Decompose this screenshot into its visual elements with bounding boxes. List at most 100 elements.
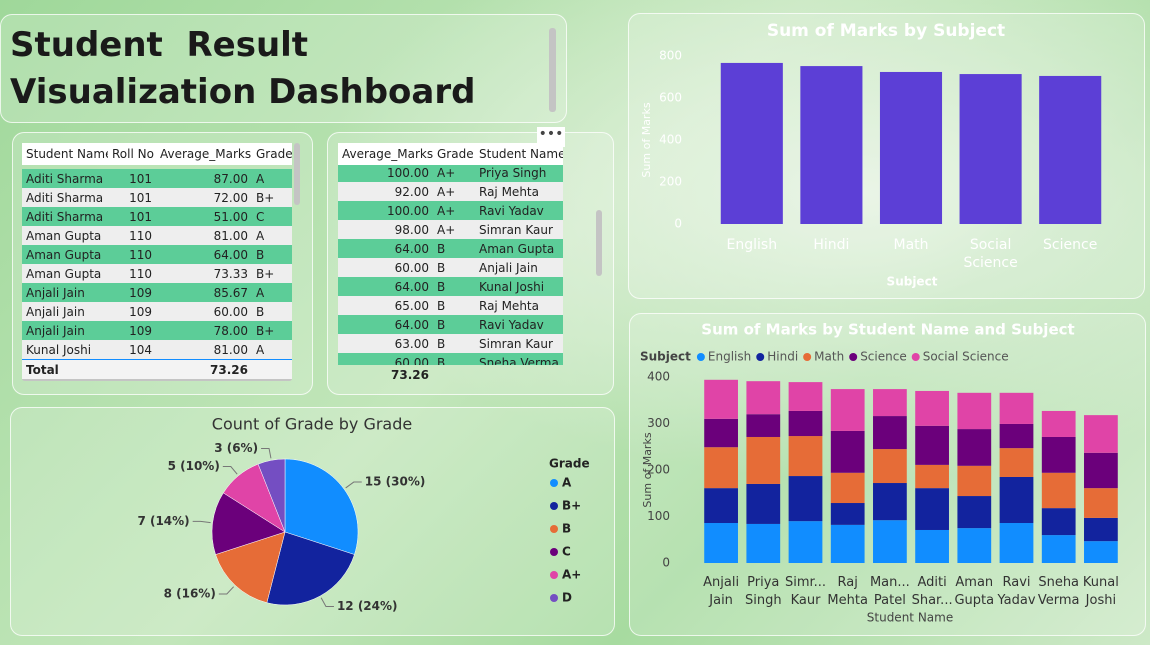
legend-label: English: [708, 350, 751, 364]
table-cell: B+: [256, 190, 275, 205]
table-row: Aman Gupta 110 64.00 B: [22, 245, 292, 264]
legend-title: Subject: [640, 350, 691, 364]
pie-slice: [215, 531, 286, 604]
bar: [800, 66, 863, 224]
bar: [1039, 75, 1102, 224]
title-line: Visualization Dashboard: [10, 72, 476, 112]
table-cell: Anjali Jain: [26, 304, 85, 319]
table-cell: Sneha Verma: [479, 355, 559, 366]
table-cell: 63.00: [394, 336, 429, 351]
scrollbar[interactable]: [549, 28, 556, 112]
table-cell: 81.00: [213, 342, 248, 357]
legend-title: Grade: [549, 457, 590, 471]
table-row: 65.00 B Raj Mehta: [338, 296, 563, 315]
legend-label: A: [562, 476, 572, 490]
table: Average_Marks2 Grade Student Name: [338, 143, 563, 165]
data-label: 15 (30%): [365, 475, 426, 489]
table-cell: 65.00: [394, 298, 429, 313]
legend-marker: [550, 548, 558, 556]
legend-marker: [550, 525, 558, 533]
x-tick-label: Math: [893, 237, 929, 253]
bar-segment: [915, 425, 949, 465]
x-tick-label: Aditi Shar...: [911, 575, 953, 608]
legend-marker: [756, 353, 765, 361]
legend-marker: [803, 353, 812, 361]
table-cell: Raj Mehta: [479, 298, 539, 313]
bar-segment: [830, 503, 865, 525]
table-cell: 98.00: [394, 222, 429, 237]
table-row: Anjali Jain 109 60.00 B: [22, 302, 292, 321]
table-cell: Aman Gupta: [26, 266, 102, 281]
table-header: Student Name Roll No Average_Marks2 Grade: [22, 143, 292, 165]
bar-segment: [1041, 508, 1076, 536]
table-cell: 60.00: [394, 260, 429, 275]
chart-title: Sum of Marks by Subject: [767, 21, 1005, 41]
bar-segment: [746, 483, 781, 524]
legend-label: C: [562, 545, 571, 559]
table-cell: Aman Gupta: [26, 247, 102, 262]
table-row: 60.00 B Sneha Verma: [338, 353, 563, 365]
table-cell: Kunal Joshi: [26, 342, 92, 357]
table-cell: Aditi Sharma: [26, 171, 104, 186]
table-cell: B+: [256, 266, 275, 281]
table-cell: 101: [129, 209, 152, 224]
y-tick-label: 300: [647, 416, 670, 430]
bar-segment: [999, 392, 1034, 424]
table: Student Name Roll No Average_Marks2 Grade: [22, 143, 292, 165]
bar-segment: [704, 418, 738, 448]
table-cell: 110: [129, 266, 152, 281]
scrollbar[interactable]: [596, 210, 602, 276]
table-row: 100.00 A+ Priya Singh: [338, 165, 563, 182]
total-cell: 73.26: [210, 362, 248, 377]
table-cell: Kunal Joshi: [479, 279, 545, 294]
bar-segment: [957, 429, 992, 466]
y-axis-label: Sum of Marks: [640, 102, 653, 177]
y-tick-label: 0: [674, 217, 682, 231]
table-cell: Anjali Jain: [26, 285, 85, 300]
table-rows: 100.00 A+ Priya Singh 92.00 A+ Raj Mehta 100.0…: [338, 165, 563, 365]
table-cell: B+: [256, 323, 275, 338]
table-row: Kunal Joshi 104 81.00 A: [22, 340, 292, 359]
table-row: 64.00 B Aman Gupta: [338, 239, 563, 258]
bar-segment: [957, 528, 992, 563]
title-panel: [0, 14, 567, 123]
table-cell: Aditi Sharma: [26, 190, 104, 205]
table-row: 92.00 A+ Raj Mehta: [338, 182, 563, 201]
table-cell: 109: [129, 323, 152, 338]
bar-segment: [999, 448, 1034, 477]
table-cell: 100.00: [387, 203, 429, 218]
legend-label: Hindi: [767, 350, 798, 364]
data-label: 8 (16%): [164, 586, 216, 600]
bar-segment: [788, 410, 823, 437]
bar-segment: [915, 390, 949, 426]
data-label: 12 (24%): [337, 599, 398, 613]
bar-segment: [957, 496, 992, 529]
bar-segment: [788, 382, 823, 411]
table-row: 100.00 A+ Ravi Yadav: [338, 201, 563, 220]
legend-marker: [550, 571, 558, 579]
bar-segment: [830, 524, 865, 563]
pie-slice: [257, 458, 286, 533]
data-label: 3 (6%): [214, 441, 258, 455]
legend-marker: [696, 353, 705, 361]
more-options[interactable]: •••: [537, 127, 565, 147]
scrollbar[interactable]: [294, 143, 300, 205]
bar-segment: [746, 381, 781, 415]
legend-label: Social Science: [923, 350, 1009, 364]
bar-segment: [1084, 517, 1118, 542]
table-cell: Anjali Jain: [26, 323, 85, 338]
x-tick-label: Kunal Joshi: [1082, 575, 1119, 608]
pie-slice: [266, 531, 355, 606]
table-body: 100.00 A+ Priya Singh 92.00 A+ Raj Mehta 100.0…: [338, 165, 563, 365]
table-cell: C: [256, 209, 265, 224]
table-total: 73.26: [338, 365, 563, 384]
table-cell: 100.00: [387, 165, 429, 180]
x-tick-label: Social Science: [963, 237, 1018, 271]
bar-segment: [1084, 452, 1118, 489]
bar-segment: [746, 436, 781, 484]
table-cell: 104: [129, 342, 152, 357]
x-axis-label: Subject: [887, 275, 938, 289]
table-rows: Aditi Sharma 101 87.00 A Aditi Sharma 101 72.0…: [22, 169, 292, 359]
